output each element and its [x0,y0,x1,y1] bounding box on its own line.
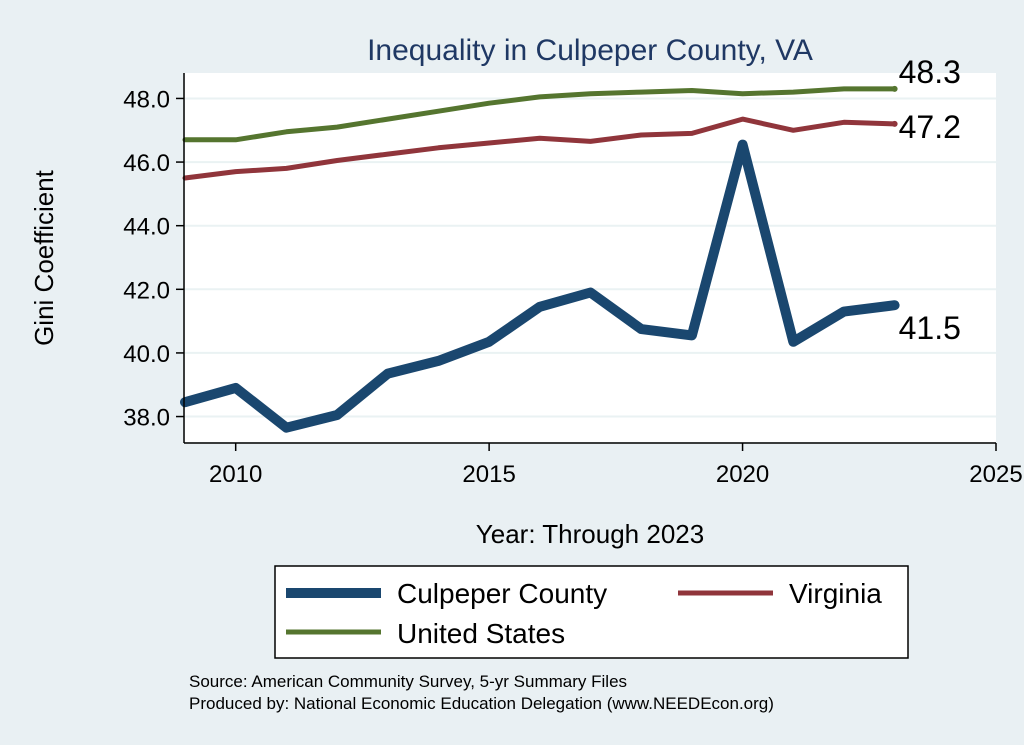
chart-title: Inequality in Culpeper County, VA [367,34,813,67]
source-note: Source: American Community Survey, 5-yr … [189,672,627,691]
series-layer [180,85,900,433]
y-tick-label: 42.0 [123,277,170,304]
x-tick-label: 2010 [209,461,262,488]
legend-label-culpeper: Culpeper County [397,578,607,609]
end-label-virginia: 47.2 [899,109,961,145]
y-tick-label: 40.0 [123,341,170,368]
plot-area [185,73,996,442]
end-point-united-states [891,85,898,92]
legend: Culpeper County Virginia United States [274,565,909,659]
y-tick-label: 38.0 [123,405,170,432]
end-point-culpeper-county [891,302,898,309]
legend-label-virginia: Virginia [789,578,882,609]
end-point-virginia [891,120,898,127]
end-label-culpeper-county: 41.5 [899,310,961,346]
legend-box [274,565,909,659]
y-tick-label: 44.0 [123,214,170,241]
y-axis-ticks: 38.0 40.0 42.0 44.0 46.0 48.0 [123,86,184,432]
x-axis-ticks: 2010 2015 2020 2025 [209,443,1023,488]
x-tick-label: 2025 [969,461,1022,488]
y-tick-label: 48.0 [123,86,170,113]
series-line-culpeper-county [180,139,900,433]
y-tick-label: 46.0 [123,150,170,177]
legend-label-united-states: United States [397,618,565,649]
x-tick-label: 2015 [462,461,515,488]
end-label-united-states: 48.3 [899,54,961,90]
y-axis-title: Gini Coefficient [29,169,59,346]
x-axis-title: Year: Through 2023 [476,519,704,549]
series-line-virginia [182,116,898,181]
x-tick-label: 2020 [716,461,769,488]
end-labels: 48.3 47.2 41.5 [899,54,961,346]
produced-by-note: Produced by: National Economic Education… [189,694,774,713]
series-line-united-states [182,86,898,143]
